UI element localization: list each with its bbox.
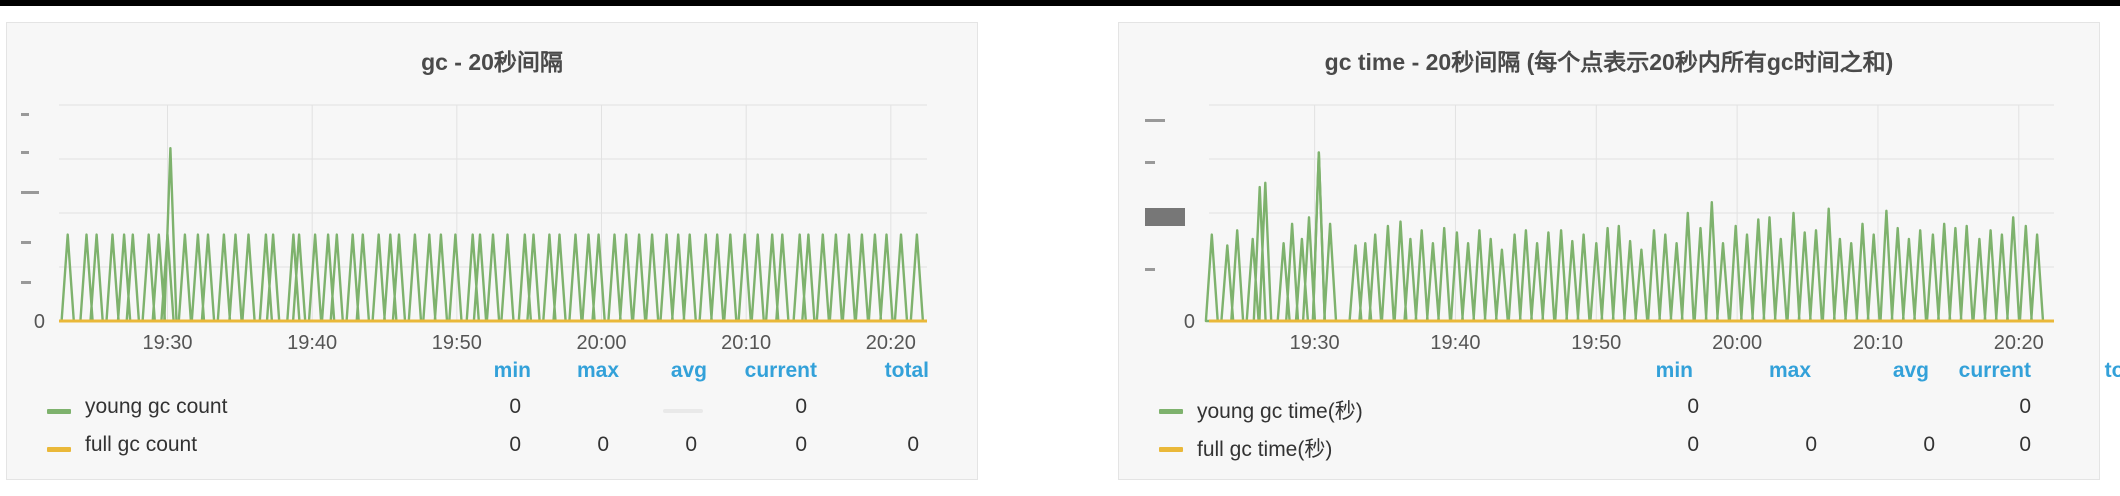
legend-value-max: 0 bbox=[1805, 433, 1817, 456]
legend-header-min[interactable]: min bbox=[493, 359, 531, 382]
obscured-y-tick-label bbox=[1145, 268, 1155, 271]
obscured-value bbox=[663, 409, 703, 413]
obscured-y-tick-label bbox=[1145, 208, 1185, 226]
legend-header-current[interactable]: current bbox=[744, 359, 817, 382]
legend-header-total[interactable]: total bbox=[884, 359, 929, 382]
legend-value-max: 0 bbox=[597, 433, 609, 456]
legend-value-current: 0 bbox=[2019, 395, 2031, 418]
x-tick-label: 20:00 bbox=[576, 332, 626, 354]
legend-value-min: 0 bbox=[1687, 395, 1699, 418]
x-tick-label: 19:40 bbox=[287, 332, 337, 354]
legend-value-avg: 0 bbox=[685, 433, 697, 456]
legend-series-name[interactable]: young gc time(秒) bbox=[1197, 400, 1363, 423]
series-color-swatch[interactable] bbox=[47, 409, 71, 414]
legend-value-avg: 0 bbox=[1923, 433, 1935, 456]
legend-header-total[interactable]: total bbox=[2104, 359, 2120, 382]
x-tick-label: 19:40 bbox=[1430, 332, 1480, 354]
gc-count-chart: 19:30 19:40 19:50 20:00 20:10 20:20 0 bbox=[21, 104, 927, 354]
y-tick-label: 0 bbox=[34, 311, 45, 333]
x-tick-label: 20:00 bbox=[1712, 332, 1762, 354]
series-spike-young-gc[interactable] bbox=[1311, 151, 1326, 322]
legend-value-current: 0 bbox=[795, 433, 807, 456]
series-color-swatch[interactable] bbox=[1159, 409, 1183, 414]
obscured-y-tick-label bbox=[21, 151, 29, 154]
series-line-young-gc[interactable] bbox=[1204, 151, 2054, 323]
series-spike-young-gc[interactable] bbox=[163, 147, 178, 322]
obscured-y-tick-label bbox=[21, 191, 39, 194]
legend-series-name[interactable]: full gc time(秒) bbox=[1197, 438, 1333, 461]
x-tick-label: 20:20 bbox=[1994, 332, 2044, 354]
series-color-swatch[interactable] bbox=[1159, 447, 1183, 452]
x-tick-label: 19:50 bbox=[432, 332, 482, 354]
panel-title[interactable]: gc time - 20秒间隔 (每个点表示20秒内所有gc时间之和) bbox=[1324, 49, 1894, 75]
legend-header-max[interactable]: max bbox=[1768, 359, 1811, 382]
obscured-y-tick-label bbox=[1145, 161, 1155, 164]
legend-value-min: 0 bbox=[509, 433, 521, 456]
gc-count-panel: gc - 20秒间隔 19:30 19:40 19:50 20:00 20:10 20:2… bbox=[6, 22, 978, 480]
obscured-y-tick-label bbox=[21, 113, 29, 116]
gc-time-chart: 19:30 19:40 19:50 20:00 20:10 20:20 0 bbox=[1145, 104, 2054, 354]
legend-header-current[interactable]: current bbox=[1958, 359, 2031, 382]
x-tick-label: 19:30 bbox=[1290, 332, 1340, 354]
dashboard-page: gc - 20秒间隔 19:30 19:40 19:50 20:00 20:10 20:2… bbox=[0, 6, 2120, 496]
legend-value-current: 0 bbox=[795, 395, 807, 418]
series-color-swatch[interactable] bbox=[47, 447, 71, 452]
x-tick-label: 19:50 bbox=[1571, 332, 1621, 354]
legend-value-total: 0 bbox=[2029, 433, 2120, 457]
legend-value-total: 0 bbox=[907, 433, 919, 456]
x-tick-label: 20:10 bbox=[721, 332, 771, 354]
x-tick-label: 20:20 bbox=[866, 332, 916, 354]
legend-value-min: 0 bbox=[509, 395, 521, 418]
obscured-y-tick-label bbox=[21, 281, 31, 284]
legend-value-current: 0 bbox=[2019, 433, 2031, 456]
legend-header-avg[interactable]: avg bbox=[670, 359, 707, 382]
x-tick-label: 19:30 bbox=[142, 332, 192, 354]
x-tick-label: 20:10 bbox=[1853, 332, 1903, 354]
series-line-young-gc[interactable] bbox=[59, 233, 927, 323]
legend-header-min[interactable]: min bbox=[1655, 359, 1693, 382]
gc-time-panel: gc time - 20秒间隔 (每个点表示20秒内所有gc时间之和) 19:3… bbox=[1118, 22, 2120, 480]
panel-title[interactable]: gc - 20秒间隔 bbox=[421, 49, 563, 75]
legend-series-name[interactable]: full gc count bbox=[85, 433, 198, 456]
legend-header-avg[interactable]: avg bbox=[1892, 359, 1929, 382]
y-tick-label: 0 bbox=[1184, 311, 1195, 333]
obscured-y-tick-label bbox=[21, 241, 31, 244]
obscured-y-tick-label bbox=[1145, 119, 1165, 122]
legend-series-name[interactable]: young gc count bbox=[85, 395, 228, 418]
legend-value-min: 0 bbox=[1687, 433, 1699, 456]
legend-header-max[interactable]: max bbox=[576, 359, 619, 382]
